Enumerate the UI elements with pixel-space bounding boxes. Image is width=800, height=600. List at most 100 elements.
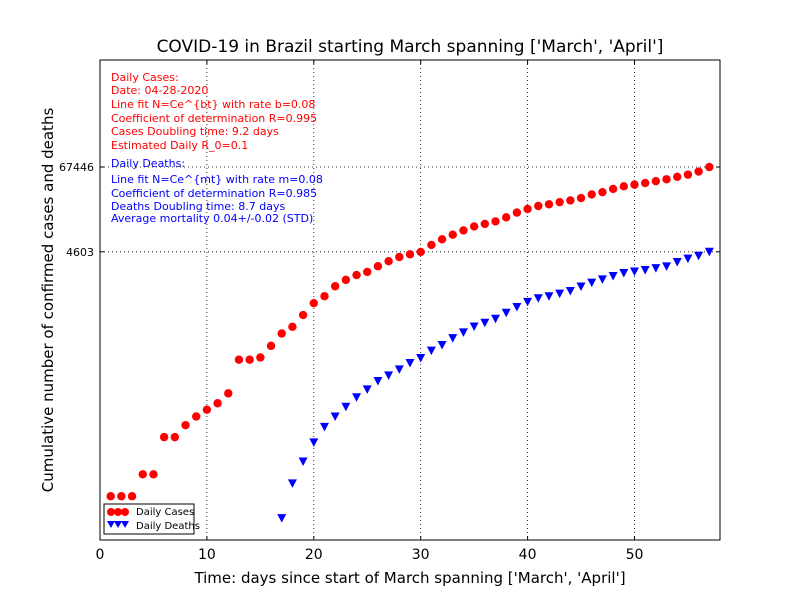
cases-point: [159, 432, 169, 442]
deaths-point: [458, 328, 468, 337]
cases-annotation-doubling: Cases Doubling time: 9.2 days: [111, 125, 279, 138]
x-tick-label: 50: [626, 547, 644, 563]
cases-point: [245, 355, 254, 364]
cases-point: [256, 353, 265, 362]
cases-point: [598, 187, 607, 197]
cases-point: [448, 230, 457, 239]
deaths-point: [298, 457, 308, 467]
deaths-annotation-fit: Line fit N=Ce^{mt} with rate m=0.08: [111, 173, 323, 186]
cases-point: [640, 178, 650, 188]
deaths-point: [619, 268, 629, 278]
cases-point: [213, 399, 222, 408]
deaths-point: [416, 354, 426, 363]
cases-annotation-r0: Estimated Daily R_0=0.1: [111, 139, 248, 152]
cases-point: [662, 175, 671, 184]
legend: Daily Cases Daily Deaths: [103, 503, 200, 535]
deaths-point: [597, 275, 607, 284]
cases-point: [405, 250, 415, 259]
deaths-point: [287, 479, 297, 488]
cases-point: [224, 389, 233, 398]
deaths-point: [694, 251, 704, 261]
cases-point: [277, 329, 286, 338]
cases-point: [330, 282, 340, 291]
deaths-point: [629, 267, 639, 277]
cases-point: [619, 182, 628, 191]
x-tick-label: 10: [198, 547, 216, 563]
cases-point: [694, 167, 703, 176]
deaths-point: [512, 303, 522, 312]
deaths-annotation-heading: Daily Deaths:: [111, 157, 185, 170]
cases-point: [469, 222, 479, 231]
deaths-point: [384, 371, 394, 380]
cases-annotation-heading: Daily Cases:: [111, 71, 179, 84]
deaths-point: [469, 322, 479, 332]
plot-frame: [99, 59, 721, 541]
cases-point: [181, 420, 190, 430]
deaths-point: [565, 287, 575, 296]
cases-point: [395, 252, 404, 262]
cases-annotation: Daily Cases: Date: 04-28-2020 Line fit N…: [111, 71, 317, 152]
legend-label-deaths: Daily Deaths: [136, 521, 200, 532]
deaths-series: [277, 247, 714, 523]
y-axis-label: Cumulative number of confirmed cases and…: [39, 108, 57, 493]
cases-point: [673, 172, 682, 181]
cases-point: [149, 470, 158, 479]
cases-point: [427, 240, 436, 250]
deaths-point: [523, 297, 533, 307]
cases-point: [416, 247, 425, 257]
cases-annotation-date: Date: 04-28-2020: [111, 84, 208, 97]
x-tick-label: 20: [305, 547, 323, 563]
cases-point: [512, 208, 522, 217]
deaths-annotation: Daily Deaths: Line fit N=Ce^{mt} with ra…: [111, 157, 323, 225]
y-tick-label: 4603: [66, 246, 94, 259]
cases-point: [352, 270, 361, 280]
deaths-point: [662, 262, 672, 271]
cases-point: [384, 257, 393, 266]
cases-point: [566, 196, 575, 205]
deaths-point: [480, 318, 490, 328]
deaths-annotation-r: Coefficient of determination R=0.985: [111, 187, 317, 200]
cases-point: [576, 193, 586, 203]
deaths-point: [394, 365, 404, 374]
x-tick-label: 0: [96, 547, 105, 563]
x-axis-label: Time: days since start of March spanning…: [193, 569, 625, 587]
cases-series: [106, 162, 714, 501]
cases-point: [630, 180, 639, 189]
deaths-point: [437, 341, 447, 350]
cases-point: [502, 213, 511, 222]
cases-point: [298, 310, 308, 320]
cases-point: [202, 405, 212, 414]
cases-point: [373, 262, 383, 271]
x-tick-label: 40: [519, 547, 537, 563]
cases-point: [234, 355, 244, 364]
legend-marker-cases: [107, 508, 129, 516]
deaths-point: [362, 385, 372, 394]
deaths-point: [491, 314, 501, 324]
cases-point: [544, 200, 554, 209]
cases-point: [117, 492, 126, 501]
deaths-point: [704, 247, 714, 257]
deaths-point: [309, 438, 319, 447]
deaths-point: [651, 264, 661, 273]
deaths-point: [405, 358, 415, 368]
deaths-point: [640, 265, 650, 275]
deaths-point: [544, 292, 554, 301]
cases-point: [363, 267, 372, 277]
chart-title: COVID-19 in Brazil starting March spanni…: [157, 37, 664, 57]
cases-point: [651, 176, 661, 186]
cases-point: [170, 432, 180, 442]
deaths-point: [448, 334, 458, 343]
cases-point: [192, 412, 201, 421]
x-tick-label: 30: [412, 547, 430, 563]
deaths-point: [587, 278, 597, 288]
legend-marker-deaths: [107, 521, 129, 528]
cases-point: [534, 201, 543, 211]
cases-point: [491, 217, 500, 226]
deaths-annotation-mortality: Average mortality 0.04+/-0.02 (STD): [111, 212, 313, 225]
deaths-point: [373, 376, 383, 386]
cases-point: [288, 322, 297, 331]
y-tick-label: 67446: [59, 161, 94, 174]
deaths-point: [683, 254, 693, 264]
cases-point: [138, 470, 147, 479]
